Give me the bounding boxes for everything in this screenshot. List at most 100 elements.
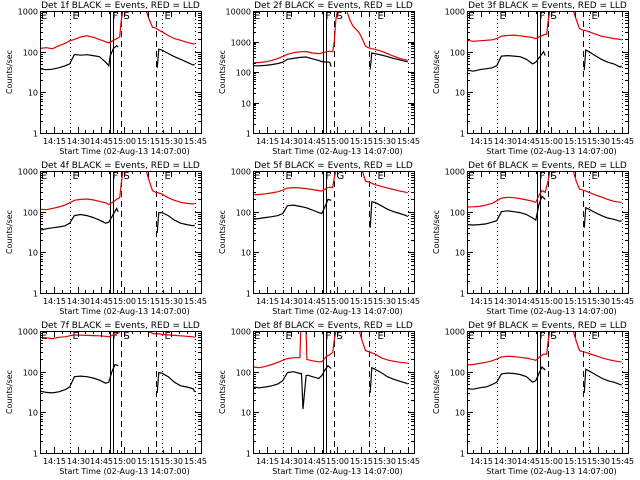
lld-series-line bbox=[40, 331, 122, 340]
x-tick-label: 15:00 bbox=[326, 137, 349, 146]
events-series-line bbox=[253, 198, 332, 220]
lld-series-line bbox=[358, 331, 408, 364]
x-tick-label: 15:00 bbox=[326, 297, 349, 306]
y-tick-label: 10 bbox=[455, 409, 465, 418]
marker-label: E bbox=[41, 171, 47, 182]
lld-series-line bbox=[361, 171, 408, 194]
marker-label: E bbox=[286, 11, 292, 22]
x-tick-label: 14:15 bbox=[43, 137, 66, 146]
events-series-line bbox=[253, 56, 332, 67]
y-tick-label: 1 bbox=[246, 450, 251, 459]
marker-label: E bbox=[378, 11, 384, 22]
marker-label: E bbox=[500, 171, 506, 182]
marker-label: S bbox=[124, 11, 130, 22]
x-tick-label: 14:15 bbox=[43, 297, 66, 306]
x-tick-label: 15:45 bbox=[397, 137, 420, 146]
x-tick-label: 14:45 bbox=[517, 457, 540, 466]
x-tick-label: 15:00 bbox=[540, 457, 563, 466]
x-tick-label: 15:45 bbox=[397, 457, 420, 466]
x-tick-label: 15:45 bbox=[611, 297, 634, 306]
y-tick-label: 1 bbox=[33, 130, 38, 139]
marker-label: E bbox=[286, 171, 292, 182]
x-tick-label: 14:30 bbox=[67, 457, 90, 466]
marker-label: E bbox=[165, 171, 171, 182]
x-tick-label: 15:30 bbox=[587, 297, 610, 306]
x-axis-label: Start Time (02-Aug-13 14:07:00) bbox=[59, 467, 190, 476]
y-tick-label: 100 bbox=[450, 369, 465, 378]
chart-title: Det 7f BLACK = Events, RED = LLD bbox=[41, 321, 200, 331]
lld-series-line bbox=[253, 11, 338, 64]
marker-label: S bbox=[124, 331, 130, 342]
x-axis-label: Start Time (02-Aug-13 14:07:00) bbox=[486, 307, 617, 316]
x-tick-label: 15:15 bbox=[350, 137, 373, 146]
x-tick-label: 15:15 bbox=[564, 297, 587, 306]
chart-panel: Det 4f BLACK = Events, RED = LLD Counts/s… bbox=[5, 161, 207, 316]
events-series-line bbox=[369, 201, 409, 228]
y-tick-label: 10 bbox=[241, 100, 251, 109]
y-tick-label: 10 bbox=[28, 89, 38, 98]
lld-series-line bbox=[253, 171, 337, 196]
x-tick-label: 15:00 bbox=[113, 457, 136, 466]
chart-title: Det 9f BLACK = Events, RED = LLD bbox=[468, 321, 627, 331]
marker-label: E bbox=[468, 171, 474, 182]
x-axis-label: Start Time (02-Aug-13 14:07:00) bbox=[272, 307, 403, 316]
events-series-line bbox=[40, 363, 119, 394]
marker-label: S bbox=[551, 171, 557, 182]
x-tick-label: 14:15 bbox=[470, 457, 493, 466]
lld-series-line bbox=[572, 331, 622, 363]
x-tick-label: 15:30 bbox=[373, 137, 396, 146]
y-axis-label: Counts/sec bbox=[5, 50, 14, 94]
x-tick-label: 14:30 bbox=[494, 137, 517, 146]
y-tick-label: 1000 bbox=[445, 168, 465, 177]
x-tick-label: 14:45 bbox=[517, 137, 540, 146]
marker-label: E bbox=[41, 11, 47, 22]
y-tick-label: 10 bbox=[241, 249, 251, 258]
x-tick-label: 15:00 bbox=[326, 457, 349, 466]
x-tick-label: 14:30 bbox=[67, 297, 90, 306]
x-tick-label: 14:45 bbox=[303, 457, 326, 466]
marker-label: E bbox=[500, 331, 506, 342]
x-tick-label: 14:30 bbox=[280, 297, 303, 306]
marker-label: E bbox=[73, 11, 79, 22]
marker-label: G bbox=[337, 171, 345, 182]
marker-label: E bbox=[500, 11, 506, 22]
marker-label: S bbox=[337, 11, 343, 22]
x-axis-label: Start Time (02-Aug-13 14:07:00) bbox=[486, 467, 617, 476]
marker-label: E bbox=[254, 11, 260, 22]
chart-panel: Det 2f BLACK = Events, RED = LLD Counts/s… bbox=[218, 1, 420, 156]
y-tick-label: 100 bbox=[23, 369, 38, 378]
marker-label: F bbox=[540, 11, 546, 22]
y-tick-label: 1000 bbox=[445, 328, 465, 337]
y-tick-label: 1 bbox=[33, 290, 38, 299]
events-series-line bbox=[583, 206, 622, 228]
x-tick-label: 14:30 bbox=[67, 137, 90, 146]
marker-label: S bbox=[337, 331, 343, 342]
x-tick-label: 14:15 bbox=[470, 297, 493, 306]
x-tick-label: 14:45 bbox=[517, 297, 540, 306]
chart-title: Det 8f BLACK = Events, RED = LLD bbox=[254, 321, 413, 331]
y-tick-label: 1000 bbox=[18, 328, 38, 337]
marker-label: E bbox=[73, 331, 79, 342]
x-tick-label: 15:00 bbox=[113, 297, 136, 306]
x-axis-label: Start Time (02-Aug-13 14:07:00) bbox=[486, 147, 617, 156]
lld-series-line bbox=[145, 11, 195, 45]
events-series-line bbox=[467, 195, 546, 226]
y-tick-label: 10 bbox=[455, 249, 465, 258]
y-tick-label: 1000 bbox=[18, 8, 38, 17]
marker-label: F bbox=[326, 331, 332, 342]
events-series-line bbox=[156, 211, 195, 233]
x-tick-label: 14:15 bbox=[256, 137, 279, 146]
lld-series-line bbox=[467, 171, 551, 208]
marker-label: F bbox=[113, 331, 119, 342]
y-tick-label: 1000 bbox=[18, 168, 38, 177]
events-series-line bbox=[40, 44, 119, 71]
events-series-line bbox=[467, 366, 546, 390]
events-series-line bbox=[253, 364, 332, 410]
y-axis-label: Counts/sec bbox=[432, 50, 441, 94]
x-tick-label: 14:45 bbox=[303, 297, 326, 306]
x-tick-label: 15:15 bbox=[137, 297, 160, 306]
y-tick-label: 10 bbox=[28, 249, 38, 258]
chart-title: Det 3f BLACK = Events, RED = LLD bbox=[468, 1, 627, 11]
lld-series-line bbox=[253, 331, 337, 369]
